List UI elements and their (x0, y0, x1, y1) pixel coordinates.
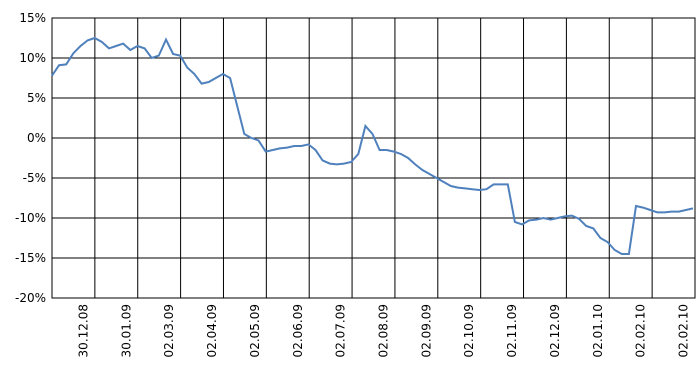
plot-border (51, 17, 696, 299)
y-tick-label: -20% (15, 291, 46, 305)
x-tick-label: 02.09.09 (419, 304, 433, 357)
x-tick-label: 02.11.09 (505, 304, 519, 357)
x-tick-label: 02.03.09 (162, 304, 176, 357)
x-tick-label: 02.01.10 (591, 304, 605, 357)
data-line (51, 36, 694, 255)
x-tick-label: 02.07.09 (334, 304, 348, 357)
y-tick-label: 5% (27, 91, 46, 105)
y-tick-label: 0% (27, 131, 46, 145)
y-tick-label: -10% (15, 211, 46, 225)
x-tick-label: 02.06.09 (291, 304, 305, 357)
y-tick-label: 10% (19, 51, 46, 65)
x-tick-label: 02.10.09 (462, 304, 476, 357)
x-tick-label: 30.01.09 (119, 304, 133, 357)
x-tick-label: 02.04.09 (205, 304, 219, 357)
x-tick-label: 30.12.08 (76, 304, 90, 357)
x-tick-label: 02.05.09 (248, 304, 262, 357)
x-tick-label: 02.02.10 (634, 304, 648, 357)
y-tick-label: -5% (23, 171, 46, 185)
y-tick-label: -15% (15, 251, 46, 265)
x-tick-label: 02.12.09 (548, 304, 562, 357)
y-tick-label: 15% (19, 11, 46, 25)
x-tick-label: 02.08.09 (377, 304, 391, 357)
x-tick-label: 02.02.10 (677, 304, 691, 357)
